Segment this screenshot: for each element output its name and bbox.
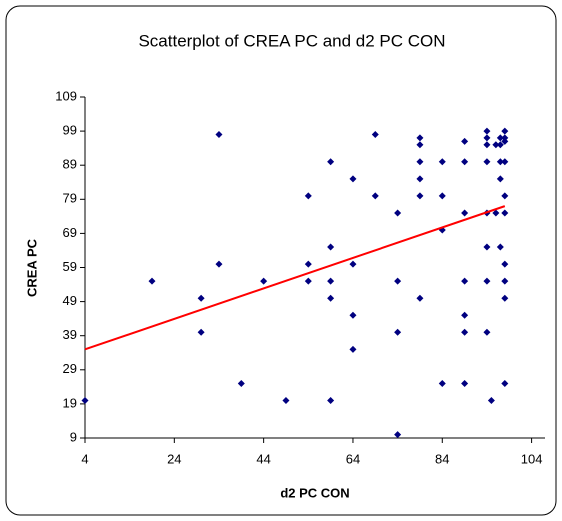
scatter-point <box>81 396 89 404</box>
y-tick-label: 29 <box>63 361 77 376</box>
scatter-point <box>349 345 357 353</box>
scatter-point <box>492 141 500 149</box>
x-axis-title: d2 PC CON <box>280 485 349 500</box>
scatter-point <box>416 175 424 183</box>
chart-title: Scatterplot of CREA PC and d2 PC CON <box>138 31 445 50</box>
scatter-point <box>501 294 509 302</box>
scatter-point <box>304 277 312 285</box>
x-tick-label: 104 <box>521 451 543 466</box>
y-axis-title: CREA PC <box>24 238 39 297</box>
y-tick-label: 69 <box>63 225 77 240</box>
y-tick-label: 19 <box>63 395 77 410</box>
scatter-point <box>501 158 509 166</box>
scatter-point <box>371 192 379 200</box>
y-tick-label: 99 <box>63 123 77 138</box>
scatter-point <box>327 243 335 251</box>
scatter-point <box>416 192 424 200</box>
scatter-point <box>496 141 504 149</box>
scatter-point <box>496 158 504 166</box>
scatter-point <box>461 328 469 336</box>
scatter-point <box>483 243 491 251</box>
y-tick-label: 59 <box>63 259 77 274</box>
scatter-point <box>461 137 469 145</box>
x-tick-label: 4 <box>81 451 88 466</box>
scatter-point <box>438 379 446 387</box>
scatter-point <box>496 134 504 142</box>
scatter-point <box>501 277 509 285</box>
scatter-point <box>438 192 446 200</box>
scatter-point <box>394 209 402 217</box>
scatter-point <box>148 277 156 285</box>
x-tick-label: 44 <box>256 451 270 466</box>
scatter-point <box>394 277 402 285</box>
scatter-point <box>416 134 424 142</box>
x-tick-label: 24 <box>167 451 181 466</box>
scatter-point <box>371 131 379 139</box>
y-tick-label: 39 <box>63 327 77 342</box>
scatter-point <box>349 175 357 183</box>
chart-frame <box>5 5 557 516</box>
scatter-point <box>483 158 491 166</box>
scatter-point <box>416 141 424 149</box>
scatter-point <box>304 260 312 268</box>
trend-line <box>84 205 506 351</box>
x-tick-label: 64 <box>346 451 360 466</box>
scatter-point <box>492 209 500 217</box>
y-tick-label: 9 <box>70 429 77 444</box>
scatter-point <box>501 260 509 268</box>
scatter-point <box>501 137 509 145</box>
scatter-point <box>215 260 223 268</box>
scatter-point <box>349 311 357 319</box>
scatter-point <box>327 294 335 302</box>
scatter-point <box>327 396 335 404</box>
scatter-point <box>483 328 491 336</box>
scatter-point <box>501 209 509 217</box>
scatter-point <box>483 134 491 142</box>
scatter-point <box>461 311 469 319</box>
scatter-point <box>487 396 495 404</box>
scatter-point <box>394 328 402 336</box>
scatter-point <box>416 158 424 166</box>
scatter-point <box>327 158 335 166</box>
scatter-point <box>197 328 205 336</box>
scatter-point <box>461 209 469 217</box>
x-tick-label: 84 <box>435 451 449 466</box>
scatter-point <box>416 294 424 302</box>
scatter-point <box>327 277 335 285</box>
scatter-point <box>349 260 357 268</box>
scatter-point <box>304 192 312 200</box>
scatter-point <box>483 127 491 135</box>
y-tick-label: 89 <box>63 157 77 172</box>
scatter-point <box>501 192 509 200</box>
scatter-point <box>394 431 402 439</box>
scatter-point <box>461 158 469 166</box>
y-tick-label: 109 <box>55 88 77 103</box>
scatter-point <box>237 379 245 387</box>
scatter-point <box>483 277 491 285</box>
scatter-point <box>461 379 469 387</box>
scatter-point <box>496 175 504 183</box>
y-tick-label: 79 <box>63 191 77 206</box>
scatter-point <box>438 158 446 166</box>
scatter-point <box>501 379 509 387</box>
scatter-point <box>197 294 205 302</box>
scatter-point <box>461 277 469 285</box>
scatter-point <box>483 141 491 149</box>
y-tick-label: 49 <box>63 293 77 308</box>
scatter-point <box>282 396 290 404</box>
scatter-point <box>501 127 509 135</box>
scatter-point <box>215 131 223 139</box>
scatter-point <box>260 277 268 285</box>
scatter-point <box>496 243 504 251</box>
